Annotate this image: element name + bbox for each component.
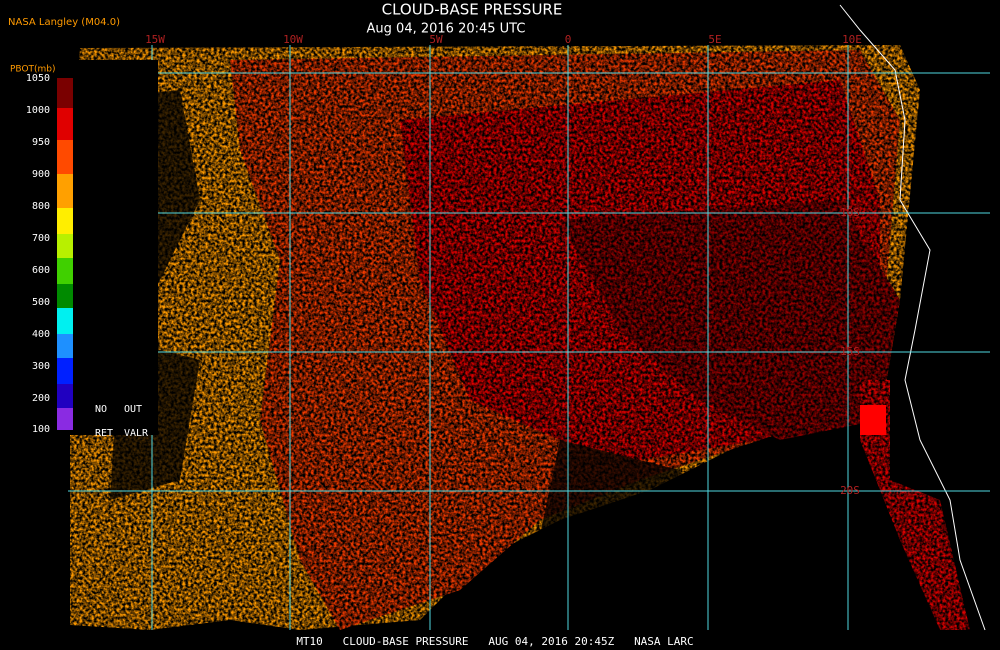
latitude-label: 20S bbox=[840, 484, 860, 497]
coast-clouds bbox=[860, 380, 970, 630]
legend: PBOT(mb) 1050 1000 950 900 800 700 600 5… bbox=[8, 60, 158, 439]
legend-label: 400 bbox=[32, 329, 50, 340]
longitude-label: 15W bbox=[145, 33, 165, 46]
legend-label: 900 bbox=[32, 169, 50, 180]
cloud-region-darkred bbox=[560, 200, 900, 440]
legend-title: PBOT(mb) bbox=[10, 65, 56, 75]
legend-label: 950 bbox=[32, 137, 50, 148]
legend-label: 500 bbox=[32, 297, 50, 308]
legend-note: OUT bbox=[124, 404, 142, 415]
legend-label: 600 bbox=[32, 265, 50, 276]
legend-background bbox=[8, 60, 158, 435]
timestamp: Aug 04, 2016 20:45 UTC bbox=[367, 22, 526, 37]
legend-note: VALR bbox=[124, 428, 149, 439]
legend-label: 100 bbox=[32, 424, 50, 435]
legend-label: 1000 bbox=[26, 105, 50, 116]
legend-swatch bbox=[57, 108, 73, 140]
legend-swatch bbox=[57, 408, 73, 430]
legend-swatch bbox=[57, 208, 73, 234]
graticule bbox=[68, 45, 990, 630]
title: CLOUD-BASE PRESSURE bbox=[382, 1, 563, 19]
longitude-label: 5W bbox=[429, 33, 443, 46]
legend-swatch bbox=[57, 308, 73, 334]
bright-patch bbox=[860, 405, 886, 435]
longitude-label: 5E bbox=[708, 33, 721, 46]
legend-label: 800 bbox=[32, 201, 50, 212]
legend-swatch bbox=[57, 234, 73, 258]
longitude-label: 10W bbox=[283, 33, 303, 46]
legend-swatch bbox=[57, 140, 73, 174]
source-label: NASA Langley (M04.0) bbox=[8, 17, 120, 28]
legend-note: RET bbox=[95, 428, 113, 439]
latitude-label: 10S bbox=[840, 206, 860, 219]
longitude-label: 0 bbox=[565, 33, 572, 46]
legend-swatch bbox=[57, 284, 73, 308]
footer-caption: MT10 CLOUD-BASE PRESSURE AUG 04, 2016 20… bbox=[296, 635, 693, 648]
coastline bbox=[839, 4, 986, 631]
legend-swatch bbox=[57, 258, 73, 284]
legend-swatch bbox=[57, 78, 73, 108]
legend-label: 200 bbox=[32, 393, 50, 404]
latitude-label: 15S bbox=[840, 345, 860, 358]
legend-swatch bbox=[57, 384, 73, 408]
longitude-label: 10E bbox=[842, 33, 862, 46]
legend-swatch bbox=[57, 334, 73, 358]
legend-note: NO bbox=[95, 404, 107, 415]
legend-swatch bbox=[57, 174, 73, 208]
legend-label: 1050 bbox=[26, 73, 50, 84]
legend-swatch bbox=[57, 358, 73, 384]
legend-label: 300 bbox=[32, 361, 50, 372]
legend-label: 700 bbox=[32, 233, 50, 244]
